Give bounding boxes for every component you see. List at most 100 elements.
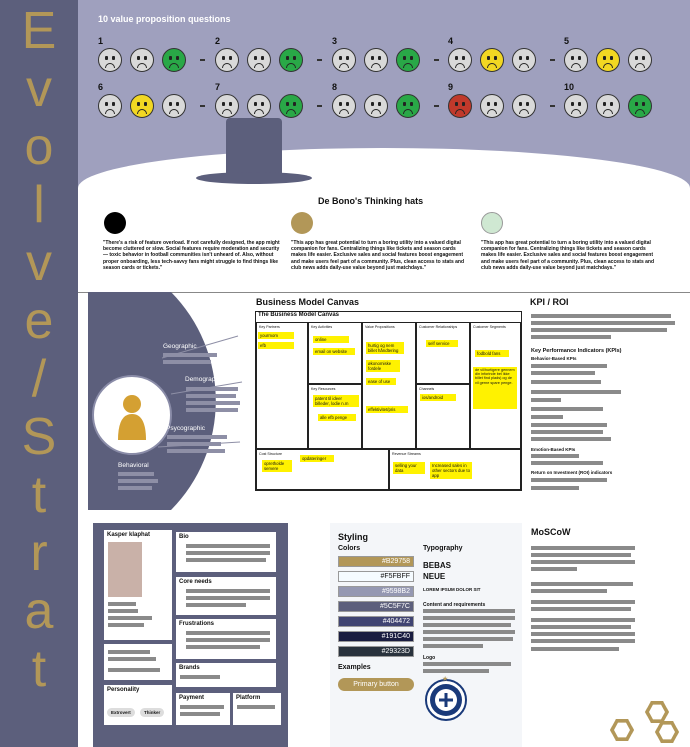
sticky-note[interactable]: efb [258,342,294,349]
rating-face-icon[interactable] [564,94,588,118]
placeholder-line [531,632,635,636]
typography-label: Typography [423,545,463,552]
separator-dash [317,59,322,61]
placeholder-line [531,314,671,318]
rating-face-icon[interactable] [364,48,388,72]
sticky-note[interactable]: fodbold fans [475,350,509,357]
logo-label: Logo [423,655,436,661]
segment-demographic: Demographic [185,376,224,383]
rating-face-icon[interactable] [215,94,239,118]
star-icon: ★ [442,676,449,683]
rating-face-icon[interactable] [215,48,239,72]
rating-face-icon[interactable] [512,48,536,72]
rating-face-icon[interactable] [596,94,620,118]
sticky-note[interactable]: email on website [313,348,355,355]
rating-face-icon[interactable] [628,48,652,72]
colors-label: Colors [338,545,361,552]
hats-section [78,148,690,286]
trait-chip: Extrovert [107,708,135,717]
placeholder-line [186,596,270,600]
rating-face-icon[interactable] [98,48,122,72]
trait-chip: Thinker [140,708,165,717]
rating-face-icon[interactable] [162,48,186,72]
sticky-note[interactable]: yourmom [258,332,294,339]
question-number: 5 [564,36,570,46]
yellow-hat-text: "This app has great potential to turn a … [291,240,465,271]
question-number: 7 [215,82,221,92]
swatch-hex: #F5FBFF [380,573,410,580]
rating-face-icon[interactable] [480,94,504,118]
placeholder-line [108,657,156,661]
sticky-note[interactable]: self service [426,340,458,347]
sticky-note[interactable]: opdateringer [300,455,334,462]
title-letter: r [30,524,48,582]
sticky-note[interactable]: Increased sales in other sectors due to … [430,462,472,479]
title-letter: l [33,176,45,234]
placeholder-line [531,364,607,368]
sticky-note[interactable]: hurtig og nem billet håndtering [366,342,404,354]
sticky-note[interactable]: selling your data [393,462,425,474]
separator-dash [550,59,555,61]
rating-face-icon[interactable] [247,48,271,72]
rating-face-icon[interactable] [247,94,271,118]
sticky-note[interactable]: ease of use [366,378,396,385]
separator-dash [434,59,439,61]
sticky-note[interactable]: alle efb penge [318,414,356,421]
placeholder-line [531,639,635,643]
examples-label: Examples [338,664,371,671]
title-letter: S [21,408,57,466]
placeholder-line [186,558,266,562]
rating-face-icon[interactable] [130,48,154,72]
rating-face-icon[interactable] [448,48,472,72]
rating-face-icon[interactable] [162,94,186,118]
separator-dash [200,105,205,107]
placeholder-line [186,603,246,607]
color-swatch: #B29758 [338,556,414,567]
rating-face-icon[interactable] [279,94,303,118]
placeholder-line [423,616,515,620]
placeholder-line [423,669,489,673]
sticky-note[interactable]: patent til ideer billeder, lodie n.m [313,395,359,407]
sticky-note[interactable]: økonomiske fordele [366,360,400,372]
swatch-hex: #404472 [382,618,410,625]
rating-face-icon[interactable] [480,48,504,72]
sticky-note[interactable]: de vil/hurtigere gennem din inforinde be… [473,367,517,409]
kpi-heading: Key Performance Indicators (KPIs) [531,348,622,354]
rating-face-icon[interactable] [332,48,356,72]
rating-face-icon[interactable] [396,48,420,72]
sticky-note[interactable]: opretholde servere [262,460,292,472]
rating-face-icon[interactable] [98,94,122,118]
rating-face-icon[interactable] [596,48,620,72]
sticky-note[interactable]: ios/android [420,394,456,401]
yellow-hat-icon [291,212,313,234]
title-letter: v [26,234,52,292]
rating-face-icon[interactable] [130,94,154,118]
font-sample-2: NEUE [423,572,446,581]
placeholder-line [531,486,579,490]
rating-face-icon[interactable] [448,94,472,118]
persona-payment: Payment [176,693,230,725]
rating-face-icon[interactable] [628,94,652,118]
rating-face-icon[interactable] [564,48,588,72]
separator-dash [434,105,439,107]
rating-face-icon[interactable] [364,94,388,118]
rating-face-icon[interactable] [332,94,356,118]
placeholder-line [186,638,270,642]
hexagon-icon [655,720,679,744]
sticky-note[interactable]: effektivitet/pris [366,406,408,413]
swatch-hex: #29323D [381,648,410,655]
placeholder-line [531,335,611,339]
sticky-note[interactable]: online [313,336,349,343]
swatch-hex: #5C5F7C [380,603,410,610]
placeholder-line [531,546,635,550]
title-letter: E [21,2,57,60]
primary-button[interactable]: Primary button [338,678,414,691]
rating-face-icon[interactable] [396,94,420,118]
moscow-title: MoSCoW [531,527,571,537]
hexagon-icon [645,700,669,724]
separator-dash [550,105,555,107]
black-hat-text: "There's a risk of feature overload. If … [103,240,280,271]
placeholder-line [531,647,619,651]
rating-face-icon[interactable] [512,94,536,118]
rating-face-icon[interactable] [279,48,303,72]
